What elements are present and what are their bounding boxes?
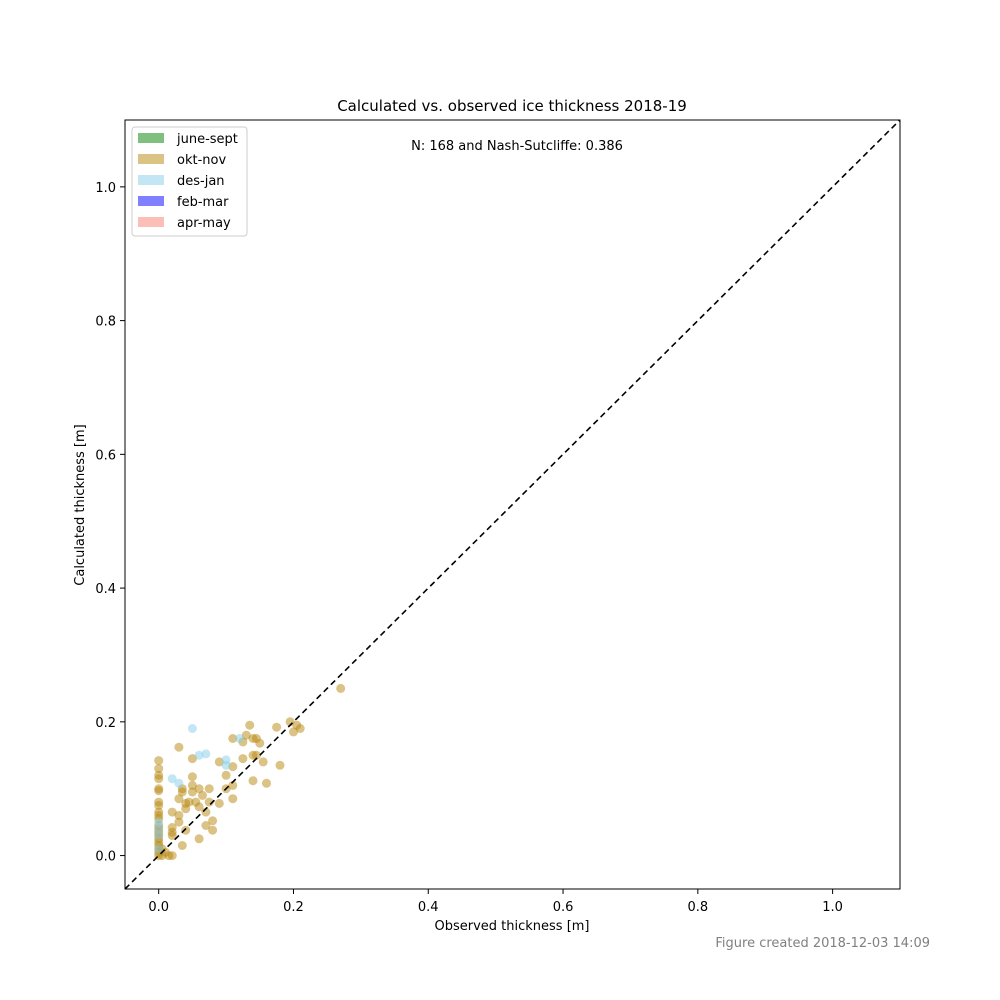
legend-label-okt-nov: okt-nov	[177, 153, 226, 168]
y-axis-label: Calculated thickness [m]	[73, 424, 88, 585]
data-point-okt-nov-34	[194, 784, 204, 794]
legend-swatch-apr-may	[138, 217, 164, 227]
data-point-okt-nov-63	[154, 764, 164, 774]
data-point-okt-nov-19	[228, 734, 238, 743]
y-tick-label-0: 0.0	[95, 850, 116, 865]
data-point-okt-nov-23	[221, 770, 231, 780]
data-point-okt-nov-2	[292, 720, 302, 730]
data-point-okt-nov-16	[248, 776, 258, 786]
legend-label-des-jan: des-jan	[177, 174, 225, 189]
y-tick-label-5: 1.0	[95, 181, 116, 196]
data-point-okt-nov-47	[177, 787, 187, 797]
data-point-okt-nov-53	[167, 807, 177, 817]
data-point-okt-nov-21	[228, 780, 238, 790]
data-point-okt-nov-51	[174, 817, 184, 827]
legend-swatch-june-sept	[138, 133, 164, 143]
data-point-des-jan-1	[201, 749, 211, 759]
data-point-okt-nov-12	[245, 720, 255, 730]
data-point-okt-nov-44	[181, 804, 191, 814]
data-point-okt-nov-48	[174, 742, 184, 752]
data-point-okt-nov-20	[228, 762, 238, 772]
data-point-des-jan-9	[154, 824, 164, 834]
x-tick-label-3: 0.6	[553, 900, 574, 915]
data-point-okt-nov-4	[289, 727, 298, 737]
data-point-okt-nov-38	[187, 754, 197, 764]
data-point-okt-nov-49	[174, 794, 184, 804]
data-point-des-jan-8	[154, 817, 164, 827]
x-tick-label-4: 0.8	[687, 900, 708, 915]
data-point-des-jan-7	[221, 760, 231, 770]
data-point-des-jan-5	[167, 774, 177, 784]
data-point-okt-nov-39	[187, 772, 197, 782]
data-point-okt-nov-25	[214, 757, 224, 767]
data-point-okt-nov-50	[174, 810, 184, 820]
data-point-des-jan-2	[194, 750, 204, 760]
data-point-okt-nov-69	[154, 800, 164, 810]
x-tick-label-0: 0.0	[148, 900, 169, 915]
data-point-okt-nov-11	[248, 734, 258, 743]
reference-line	[124, 119, 901, 890]
legend-swatch-des-jan	[138, 175, 164, 185]
data-point-okt-nov-45	[181, 825, 191, 835]
data-point-okt-nov-6	[275, 760, 285, 770]
legend-label-apr-may: apr-may	[177, 216, 231, 231]
data-point-okt-nov-22	[228, 794, 238, 804]
data-point-des-jan-4	[235, 734, 245, 743]
data-point-des-jan-6	[174, 778, 184, 788]
y-tick-label-3: 0.6	[95, 448, 116, 463]
data-point-okt-nov-37	[191, 797, 201, 807]
data-point-okt-nov-41	[187, 787, 197, 797]
data-point-okt-nov-65	[154, 774, 164, 784]
x-tick-label-5: 1.0	[822, 900, 843, 915]
data-point-okt-nov-32	[201, 821, 211, 830]
chart-title: Calculated vs. observed ice thickness 20…	[337, 97, 687, 115]
data-point-des-jan-10	[154, 831, 164, 840]
data-point-okt-nov-30	[204, 797, 214, 807]
y-axis-ticks: 0.0 0.2 0.4 0.6 0.8 1.0	[95, 181, 125, 865]
data-point-des-jan-11	[154, 844, 164, 854]
data-point-okt-nov-27	[208, 816, 218, 826]
x-tick-label-2: 0.4	[418, 900, 439, 915]
data-point-okt-nov-7	[262, 778, 271, 788]
stats-annotation: N: 168 and Nash-Sutcliffe: 0.386	[411, 139, 623, 154]
figure-created-note: Figure created 2018-12-03 14:09	[715, 936, 930, 951]
data-point-okt-nov-26	[214, 798, 224, 808]
y-tick-label-4: 0.8	[95, 315, 116, 330]
axes-frame	[124, 119, 901, 890]
data-point-okt-nov-33	[198, 790, 207, 800]
legend: june-sept okt-nov des-jan feb-mar apr-may	[131, 126, 248, 237]
data-point-okt-nov-40	[187, 780, 197, 790]
legend-swatch-feb-mar	[138, 196, 164, 206]
data-point-okt-nov-8	[258, 757, 268, 767]
x-axis-ticks: 0.0 0.2 0.4 0.6 0.8 1.0	[148, 889, 843, 915]
data-point-okt-nov-15	[251, 750, 261, 760]
data-point-okt-nov-56	[167, 831, 177, 840]
data-point-okt-nov-29	[204, 784, 214, 794]
data-point-des-jan-0	[187, 724, 197, 733]
data-point-okt-nov-0	[336, 683, 346, 693]
points-layer	[154, 683, 346, 861]
data-point-okt-nov-67	[154, 786, 164, 796]
data-point-okt-nov-52	[177, 841, 187, 850]
legend-label-june-sept: june-sept	[176, 132, 238, 147]
data-point-okt-nov-5	[272, 722, 282, 732]
data-point-okt-nov-28	[208, 825, 218, 835]
y-tick-label-2: 0.4	[95, 582, 116, 597]
y-tick-label-1: 0.2	[95, 716, 116, 731]
data-point-okt-nov-13	[241, 730, 251, 740]
legend-swatch-okt-nov	[138, 154, 164, 164]
data-point-okt-nov-62	[154, 756, 164, 766]
x-axis-label: Observed thickness [m]	[434, 919, 589, 934]
data-point-okt-nov-36	[194, 834, 204, 844]
legend-label-feb-mar: feb-mar	[177, 195, 229, 210]
x-tick-label-1: 0.2	[283, 900, 304, 915]
data-point-okt-nov-18	[238, 754, 248, 764]
